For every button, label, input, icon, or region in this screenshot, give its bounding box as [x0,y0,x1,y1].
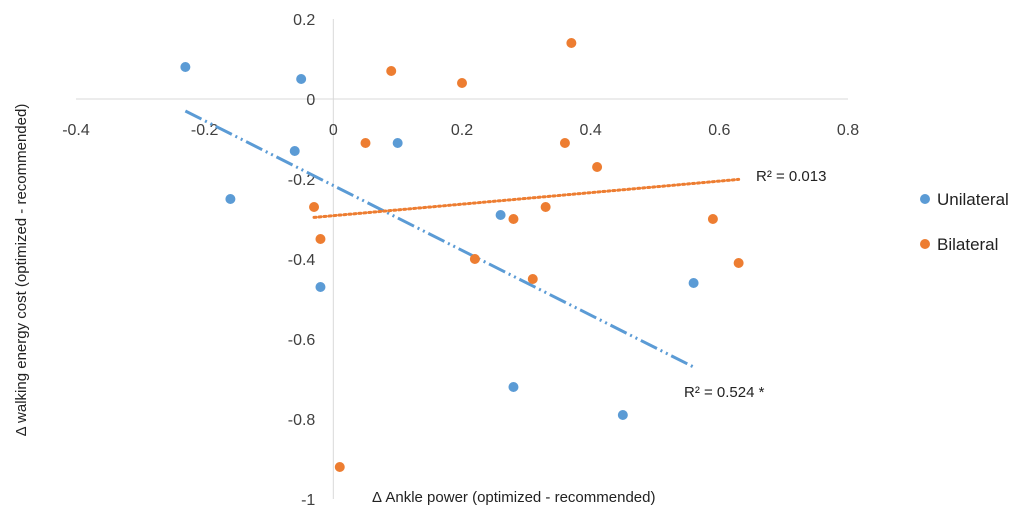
bilateral-point [508,214,519,224]
legend-marker-unilateral [920,194,930,204]
y-axis-title: Δ walking energy cost (optimized - recom… [13,104,30,437]
x-tick-label: 0.6 [708,122,730,139]
unilateral-trendline [184,109,695,369]
bilateral-point [707,214,718,224]
unilateral-point [296,74,307,84]
x-tick-label: 0.8 [837,122,859,139]
unilateral-point [289,146,300,156]
y-tick-label: -0.8 [288,412,316,429]
unilateral-point [392,138,403,148]
legend-item-unilateral[interactable]: Unilateral [920,190,1009,209]
y-tick-label: 0.2 [293,12,315,29]
bilateral-point [559,138,570,148]
bilateral-point [469,254,480,264]
x-tick-label: -0.2 [191,122,219,139]
x-tick-label: 0.4 [580,122,602,139]
points-layer [180,38,744,472]
unilateral-r2-label: R² = 0.524 * [684,384,765,401]
y-tick-label: -0.4 [288,252,316,269]
bilateral-point [309,202,320,212]
bilateral-point [360,138,371,148]
x-tick-label: 0.2 [451,122,473,139]
y-tick-label: -1 [301,492,315,509]
unilateral-point [315,282,326,292]
legend-label-unilateral: Unilateral [937,190,1009,209]
bilateral-point [457,78,467,88]
y-tick-label: -0.6 [288,332,316,349]
axes-layer [76,19,848,499]
bilateral-point [733,258,744,268]
bilateral-point [386,66,397,76]
unilateral-point [617,410,628,420]
bilateral-point [315,234,326,244]
unilateral-point [688,278,699,288]
x-tick-label: -0.4 [62,122,90,139]
bilateral-point [527,274,538,284]
legend-label-bilateral: Bilateral [937,235,998,254]
tick-labels-layer: -0.4 -0.2 0 0.2 0.4 0.6 0.8 0.2 0 -0.2 -0.4 -0.6 -0.… [62,12,859,509]
x-axis-title: Δ Ankle power (optimized - recommended) [372,489,655,506]
unilateral-point [180,62,191,72]
bilateral-point [334,462,345,472]
bilateral-trendline [312,177,741,219]
x-tick-label: 0 [329,122,338,139]
bilateral-point [540,202,551,212]
y-tick-label: -0.2 [288,172,316,189]
unilateral-point [495,210,506,220]
legend-marker-bilateral [920,239,930,249]
bilateral-point [566,38,577,48]
legend-item-bilateral[interactable]: Bilateral [920,235,998,254]
unilateral-point [508,382,519,392]
legend: Unilateral Bilateral [920,190,1009,254]
y-tick-label: 0 [306,92,315,109]
bilateral-r2-label: R² = 0.013 [756,168,826,185]
trendlines-layer [184,109,741,369]
unilateral-point [225,194,236,204]
bilateral-point [592,162,603,172]
